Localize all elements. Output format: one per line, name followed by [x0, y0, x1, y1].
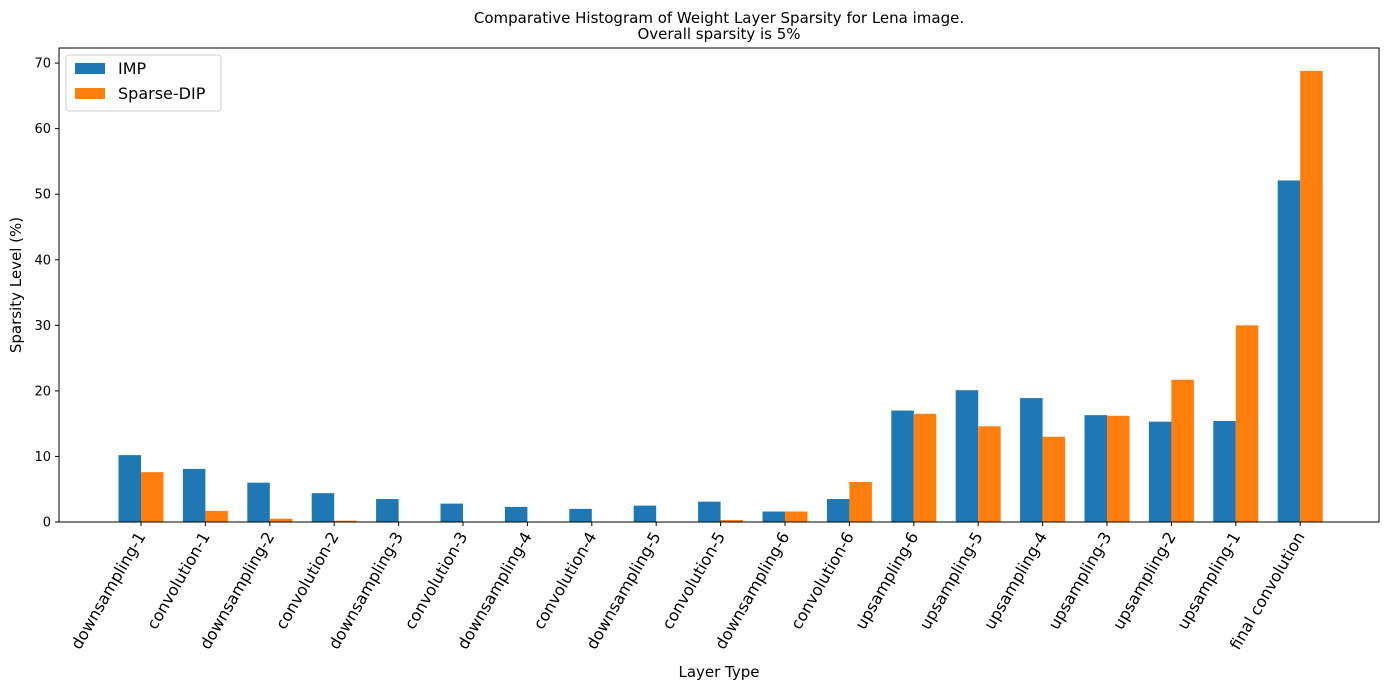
x-tick-label: upsampling-6 — [851, 529, 922, 633]
bar-imp-downsampling-4 — [504, 506, 528, 522]
y-tick-label: 30 — [34, 319, 51, 334]
y-tick-label: 60 — [34, 122, 51, 137]
bar-imp-downsampling-5 — [633, 505, 657, 522]
bar-sparse-dip-downsampling-2 — [269, 518, 293, 522]
bar-sparse-dip-upsampling-2 — [1171, 379, 1194, 522]
bar-sparse-dip-upsampling-6 — [913, 413, 937, 522]
y-tick-label: 20 — [34, 384, 51, 399]
bar-sparse-dip-upsampling-5 — [978, 426, 1001, 522]
bar-imp-convolution-5 — [698, 501, 721, 522]
x-tick-label: convolution-6 — [787, 529, 858, 633]
x-tick-label: convolution-3 — [400, 529, 471, 633]
bar-sparse-dip-downsampling-6 — [785, 511, 808, 522]
bar-imp-downsampling-6 — [762, 511, 785, 522]
plot-frame — [58, 47, 1380, 523]
x-tick-label: convolution-4 — [529, 529, 600, 633]
legend-label-sparse-dip: Sparse-DIP — [118, 84, 206, 103]
chart-title-line-1: Comparative Histogram of Weight Layer Sp… — [474, 9, 964, 27]
bar-imp-upsampling-1 — [1213, 421, 1236, 522]
bar-imp-upsampling-2 — [1148, 421, 1172, 522]
x-axis-label: Layer Type — [678, 663, 759, 681]
y-tick-label: 10 — [34, 450, 51, 465]
legend-label-imp: IMP — [118, 59, 147, 78]
y-tick-label: 50 — [34, 188, 51, 203]
x-tick-label: upsampling-1 — [1173, 529, 1244, 633]
x-tick-label: upsampling-3 — [1044, 529, 1115, 633]
y-axis-label: Sparsity Level (%) — [7, 217, 25, 353]
chart-title-line-2: Overall sparsity is 5% — [637, 25, 800, 43]
legend: IMP Sparse-DIP — [65, 54, 222, 112]
bar-sparse-dip-convolution-6 — [849, 482, 872, 522]
bar-imp-upsampling-4 — [1020, 398, 1043, 522]
bar-sparse-dip-convolution-1 — [205, 510, 228, 522]
x-axis-ticks: downsampling-1convolution-1downsampling-… — [67, 522, 1309, 653]
bar-sparse-dip-upsampling-3 — [1107, 415, 1130, 522]
bar-sparse-dip-convolution-5 — [720, 520, 744, 522]
bar-sparse-dip-final-convolution — [1300, 70, 1323, 522]
bar-sparse-dip-upsampling-1 — [1235, 325, 1259, 522]
x-tick-label: convolution-2 — [272, 529, 343, 633]
x-tick-label: upsampling-4 — [980, 529, 1051, 633]
bar-sparse-dip-convolution-2 — [334, 520, 357, 522]
y-tick-label: 40 — [34, 253, 51, 268]
bar-imp-downsampling-2 — [247, 482, 270, 522]
y-axis-ticks: 0 10 20 30 40 50 60 70 — [34, 57, 59, 531]
bar-imp-upsampling-3 — [1084, 415, 1107, 522]
bar-sparse-dip-downsampling-1 — [141, 472, 164, 522]
bar-imp-convolution-3 — [440, 503, 463, 522]
legend-swatch-sparse-dip — [75, 88, 105, 99]
x-tick-label: upsampling-5 — [916, 528, 987, 632]
bar-imp-upsampling-6 — [891, 410, 914, 522]
bar-imp-convolution-2 — [311, 493, 335, 522]
y-tick-label: 0 — [43, 516, 51, 531]
x-tick-label: convolution-5 — [658, 529, 729, 633]
bar-imp-final-convolution — [1277, 180, 1301, 522]
x-tick-label: downsampling-1 — [67, 529, 150, 653]
bars-group — [118, 70, 1323, 522]
y-tick-label: 70 — [34, 57, 51, 72]
bar-imp-downsampling-1 — [118, 455, 141, 522]
bar-imp-convolution-1 — [182, 468, 206, 522]
bar-imp-convolution-6 — [826, 499, 850, 522]
bar-imp-convolution-4 — [569, 508, 592, 522]
legend-swatch-imp — [75, 63, 105, 74]
bar-imp-downsampling-3 — [376, 499, 399, 522]
x-tick-label: upsampling-2 — [1109, 529, 1180, 633]
bar-imp-upsampling-5 — [955, 390, 979, 522]
bar-sparse-dip-upsampling-4 — [1042, 436, 1066, 522]
x-tick-label: convolution-1 — [143, 529, 214, 633]
